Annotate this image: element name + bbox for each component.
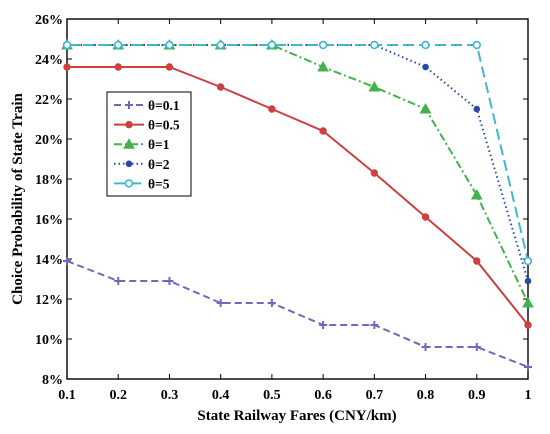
legend-label: θ=0.5	[148, 118, 180, 133]
data-point	[165, 40, 174, 50]
y-axis-title: Choice Probability of State Train	[10, 93, 26, 305]
data-point	[370, 169, 379, 177]
y-tick-label: 16%	[35, 213, 63, 228]
plot-frame	[66, 18, 529, 380]
data-point	[317, 60, 329, 72]
series-line	[67, 66, 529, 326]
x-tick-label: 0.5	[263, 388, 281, 403]
legend-label: θ=0.1	[148, 98, 180, 113]
series-line	[67, 44, 529, 262]
data-point	[114, 277, 123, 285]
axis-ticks: 0.1 0.2 0.3 0.4 0.5 0.6 0.7 0.8 0.9 18%10%12%14%1…	[35, 13, 532, 403]
data-point	[216, 40, 225, 50]
legend-swatch-marker	[125, 160, 133, 168]
legend: θ=0.1 θ=0.5 θ=1 θ=2 θ=5	[106, 91, 192, 197]
legend-swatch-marker	[124, 179, 134, 188]
data-point	[62, 40, 72, 50]
x-tick-label: 0.7	[366, 388, 384, 403]
data-point	[216, 299, 225, 307]
y-tick-label: 8%	[42, 373, 63, 388]
data-point	[63, 63, 71, 71]
y-tick-label: 14%	[35, 253, 63, 268]
legend-entry: θ=1	[114, 137, 170, 152]
data-point	[421, 213, 430, 221]
data-point	[318, 40, 328, 50]
series-group	[61, 38, 534, 371]
x-tick-label: 0.8	[417, 388, 435, 403]
data-point	[524, 277, 532, 285]
legend-label: θ=2	[148, 157, 170, 172]
legend-swatch-marker	[125, 120, 133, 129]
data-point	[421, 40, 430, 50]
series-5	[62, 40, 533, 266]
legend-label: θ=1	[148, 137, 170, 152]
x-tick-label: 0.6	[314, 388, 332, 403]
y-tick-label: 24%	[35, 53, 63, 68]
legend-swatch-marker	[125, 101, 133, 109]
y-tick-label: 20%	[35, 133, 63, 148]
data-point	[523, 256, 533, 266]
data-point	[368, 80, 381, 92]
y-tick-label: 10%	[35, 333, 63, 348]
data-point	[267, 299, 276, 307]
x-tick-label: 0.3	[161, 388, 179, 403]
y-tick-label: 22%	[35, 93, 63, 108]
x-tick-label: 0.1	[58, 388, 76, 403]
data-point	[472, 40, 481, 50]
data-point	[63, 257, 71, 265]
data-point	[267, 40, 277, 50]
data-point	[473, 105, 481, 113]
series-1	[63, 257, 532, 371]
data-point	[165, 277, 174, 285]
legend-entry: θ=0.5	[114, 118, 180, 133]
data-point	[319, 127, 327, 135]
data-point	[421, 343, 430, 351]
data-point	[165, 63, 174, 71]
x-axis-title: State Railway Fares (CNY/km)	[197, 408, 396, 424]
data-point	[524, 321, 532, 329]
data-point	[370, 40, 379, 50]
legend-label: θ=5	[148, 176, 170, 191]
series-2	[63, 63, 532, 329]
data-point	[419, 102, 432, 114]
x-tick-label: 0.4	[212, 388, 230, 403]
legend-entry: θ=5	[114, 176, 170, 191]
data-point	[319, 321, 328, 329]
data-point	[522, 296, 534, 308]
data-point	[114, 63, 122, 71]
x-tick-label: 0.9	[468, 388, 486, 403]
data-point	[473, 257, 481, 265]
data-point	[370, 321, 379, 329]
x-tick-label: 1	[525, 388, 532, 403]
data-point	[470, 188, 483, 200]
data-point	[216, 83, 225, 91]
legend-entry: θ=0.1	[114, 98, 180, 113]
data-point	[422, 63, 429, 71]
data-point	[268, 105, 276, 113]
y-tick-label: 26%	[35, 13, 63, 28]
x-tick-label: 0.2	[109, 388, 127, 403]
legend-swatch-marker	[123, 138, 135, 149]
legend-entry: θ=2	[114, 157, 170, 172]
y-tick-label: 12%	[35, 293, 63, 308]
data-point	[472, 343, 481, 351]
y-tick-label: 18%	[35, 173, 63, 188]
data-point	[114, 40, 123, 50]
data-point	[524, 363, 532, 371]
series-line	[66, 260, 529, 368]
